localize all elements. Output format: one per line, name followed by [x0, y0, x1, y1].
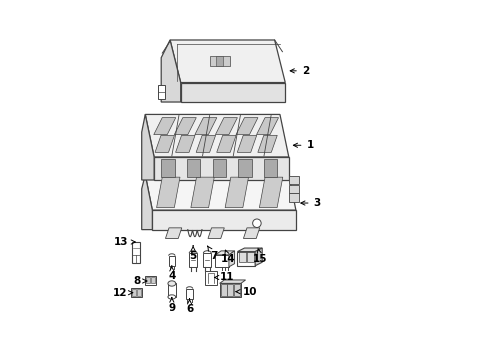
Polygon shape: [224, 177, 248, 208]
Polygon shape: [195, 118, 216, 135]
Polygon shape: [152, 210, 295, 230]
Bar: [145, 276, 156, 284]
Bar: [264, 159, 277, 177]
Bar: [157, 85, 164, 99]
Polygon shape: [190, 177, 214, 208]
Text: 15: 15: [253, 248, 267, 264]
Ellipse shape: [167, 295, 175, 299]
Polygon shape: [259, 177, 282, 208]
Polygon shape: [174, 118, 196, 135]
Polygon shape: [155, 135, 174, 152]
Ellipse shape: [167, 281, 175, 286]
Text: 11: 11: [214, 273, 234, 283]
Polygon shape: [156, 177, 180, 208]
Polygon shape: [207, 228, 224, 238]
Bar: [167, 283, 175, 297]
Text: 9: 9: [168, 298, 175, 313]
Bar: [227, 284, 233, 296]
Polygon shape: [154, 157, 288, 180]
Bar: [132, 242, 140, 263]
Polygon shape: [145, 175, 295, 210]
Polygon shape: [288, 185, 299, 193]
Text: 10: 10: [236, 287, 257, 297]
Bar: [221, 284, 226, 296]
Bar: [145, 277, 149, 283]
Polygon shape: [216, 135, 236, 152]
Bar: [204, 271, 217, 284]
Bar: [161, 159, 174, 177]
Bar: [239, 252, 245, 262]
Polygon shape: [288, 193, 299, 202]
Polygon shape: [256, 118, 278, 135]
Polygon shape: [181, 82, 285, 102]
Bar: [151, 277, 155, 283]
Polygon shape: [237, 252, 255, 266]
Bar: [186, 159, 200, 177]
Bar: [203, 253, 211, 267]
Polygon shape: [228, 251, 234, 267]
Polygon shape: [215, 251, 234, 255]
Polygon shape: [219, 280, 245, 283]
Polygon shape: [243, 228, 259, 238]
Polygon shape: [145, 114, 288, 157]
Polygon shape: [215, 118, 237, 135]
Bar: [137, 289, 141, 296]
Bar: [168, 256, 175, 266]
Polygon shape: [219, 283, 241, 297]
Polygon shape: [237, 135, 256, 152]
Polygon shape: [196, 135, 215, 152]
Bar: [216, 56, 223, 66]
Text: 14: 14: [221, 250, 235, 264]
Text: 3: 3: [300, 198, 320, 208]
Bar: [132, 289, 135, 296]
Polygon shape: [215, 255, 228, 267]
Polygon shape: [288, 176, 299, 184]
Polygon shape: [153, 118, 175, 135]
Text: 7: 7: [207, 246, 218, 261]
Polygon shape: [142, 175, 152, 230]
Bar: [209, 56, 229, 66]
Polygon shape: [236, 118, 258, 135]
Text: 6: 6: [185, 299, 193, 314]
Text: 13: 13: [114, 237, 135, 247]
Bar: [212, 159, 225, 177]
Text: 2: 2: [289, 66, 308, 76]
Bar: [247, 252, 253, 262]
Bar: [131, 288, 142, 297]
Polygon shape: [170, 40, 285, 82]
Text: 4: 4: [168, 266, 175, 282]
Polygon shape: [161, 40, 181, 102]
Bar: [238, 159, 251, 177]
Bar: [233, 284, 239, 296]
Polygon shape: [165, 228, 182, 238]
Bar: [186, 289, 192, 299]
Bar: [189, 253, 197, 267]
Text: 8: 8: [134, 276, 146, 286]
Polygon shape: [142, 114, 154, 180]
Polygon shape: [175, 135, 195, 152]
Text: 5: 5: [189, 246, 196, 261]
Polygon shape: [237, 248, 262, 252]
Circle shape: [252, 219, 261, 228]
Text: 12: 12: [112, 288, 133, 298]
Polygon shape: [255, 248, 262, 266]
Text: 1: 1: [293, 140, 313, 150]
Polygon shape: [257, 135, 277, 152]
